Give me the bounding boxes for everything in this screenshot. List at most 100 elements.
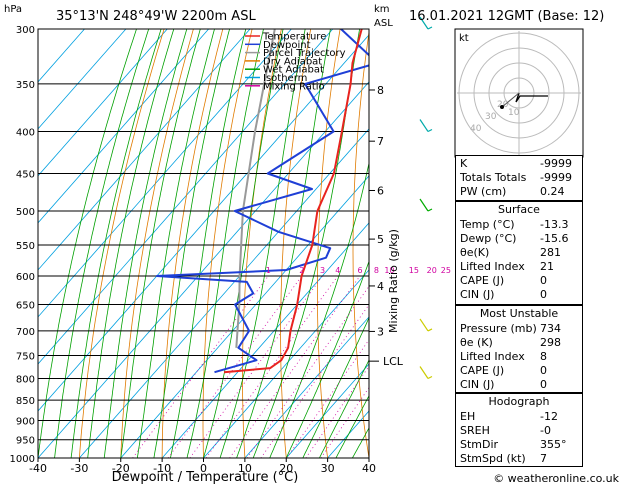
mu-value: 8 [540, 350, 547, 363]
pressure-tick-label: 850 [16, 396, 35, 407]
hodograph-ring-label: 30 [485, 112, 497, 122]
legend-label: Parcel Trajectory [263, 48, 346, 59]
wet-adiabat-line [319, 359, 369, 458]
km-tick-label: 6 [377, 184, 384, 197]
index-value: 0.24 [540, 185, 565, 198]
x-axis-title: Dewpoint / Temperature (°C) [112, 470, 299, 485]
mu-key: Lifted Index [460, 350, 525, 363]
hodo-value: -0 [540, 424, 551, 437]
wind-barb [419, 366, 429, 379]
surface-value: -15.6 [540, 232, 569, 245]
isotherm-line [38, 81, 369, 458]
wind-barb-flag [427, 375, 433, 380]
location-title: 35°13'N 248°49'W 2200m ASL [56, 9, 256, 24]
surface-title: Surface [498, 203, 540, 216]
wet-adiabat-line [269, 161, 369, 458]
pressure-tick-label: 900 [16, 416, 35, 427]
km-tick-label: 7 [377, 135, 384, 148]
mixing-ratio-label: 8 [374, 266, 379, 275]
mu-key: CIN (J) [460, 378, 495, 391]
wind-barb [419, 16, 429, 30]
dry-adiabat-line [421, 29, 452, 458]
dry-adiabat-line [202, 29, 253, 458]
temperature-line [223, 29, 363, 374]
mixing-ratio-line [229, 275, 361, 458]
pressure-tick-label: 350 [16, 80, 35, 91]
mixing-ratio-label: 2 [299, 266, 304, 275]
surface-table: Surface Temp (°C) -13.3 Dewp (°C) -15.6 θe… [455, 201, 583, 305]
hodo-value: 355° [540, 438, 567, 451]
indices-table: K -9999 Totals Totals -9999 PW (cm) 0.24 [455, 155, 583, 201]
pressure-tick-label: 650 [16, 301, 35, 312]
dry-adiabat-line [316, 29, 341, 458]
wind-barb-flag [427, 26, 433, 30]
mixing-ratio-label: 20 [427, 266, 437, 275]
dry-adiabat-line [280, 29, 312, 458]
surface-key: CIN (J) [460, 288, 495, 301]
dry-adiabat-line [604, 29, 629, 458]
asl-axis-title: ASL [374, 18, 393, 29]
hodograph-table: Hodograph EH -12 SREH -0 StmDir 355° StmSpd… [455, 393, 583, 467]
surface-key: Temp (°C) [460, 218, 515, 231]
datetime-title: 16.01.2021 12GMT (Base: 12) [409, 9, 604, 24]
x-tick-label: 10 [238, 462, 252, 475]
hodo-key: StmSpd (kt) [460, 452, 526, 465]
isotherm-line [120, 175, 369, 458]
legend-label: Mixing Ratio [263, 81, 325, 92]
surface-value: 0 [540, 288, 547, 301]
mu-value: 734 [540, 322, 561, 335]
isotherm-line [38, 29, 334, 365]
pressure-tick-label: 400 [16, 128, 35, 139]
pressure-tick-label: 450 [16, 169, 35, 180]
surface-value: -13.3 [540, 218, 569, 231]
index-value: -9999 [540, 171, 572, 184]
surface-value: 0 [540, 274, 547, 287]
surface-key: Lifted Index [460, 260, 525, 273]
mixing-ratio-axis-title: Mixing Ratio (g/kg) [387, 229, 400, 333]
hodograph-ring-label: 40 [470, 124, 482, 134]
hodo-value: 7 [540, 452, 547, 465]
pressure-tick-label: 600 [16, 272, 35, 283]
hodograph-ring-label: 10 [508, 108, 520, 118]
dry-adiabat-line [352, 29, 369, 458]
mu-key: CAPE (J) [460, 364, 505, 377]
isotherm-line [38, 29, 85, 83]
index-key: Totals Totals [460, 171, 527, 184]
isotherm-line [79, 128, 369, 458]
legend-label: Dewpoint [263, 40, 311, 51]
hodograph-trace [515, 92, 548, 103]
km-tick-label: 5 [377, 233, 384, 246]
copyright: © weatheronline.co.uk [493, 472, 619, 485]
isotherm-line [244, 316, 369, 458]
mixing-ratio-label: 1 [266, 266, 271, 275]
isotherm-line [38, 29, 251, 271]
wind-barb [419, 198, 429, 212]
wind-barb-flag [427, 128, 433, 133]
pressure-tick-label: 800 [16, 374, 35, 385]
surface-key: CAPE (J) [460, 274, 505, 287]
wet-adiabat-line [54, 29, 150, 458]
index-key: PW (cm) [460, 185, 507, 198]
x-tick-label: -30 [70, 462, 88, 475]
km-tick-label: 3 [377, 325, 384, 338]
pressure-tick-label: 950 [16, 436, 35, 447]
x-tick-label: 20 [279, 462, 293, 475]
mixing-ratio-label: 15 [409, 266, 419, 275]
legend-label: Dry Adiabat [263, 56, 322, 67]
mu-key: Pressure (mb) [460, 322, 537, 335]
surface-key: Dewp (°C) [460, 232, 517, 245]
pressure-axis-title: hPa [4, 4, 22, 15]
isotherm-line [203, 269, 369, 458]
legend-label: Isotherm [263, 73, 307, 84]
hodograph-title: Hodograph [488, 395, 550, 408]
dewpoint-line [155, 29, 369, 374]
storm-motion-dot [500, 105, 504, 109]
mu-value: 0 [540, 364, 547, 377]
wind-barb-flag [427, 328, 433, 332]
hodograph: kt 10 20 30 40 [454, 28, 584, 158]
index-key: K [460, 157, 468, 170]
km-tick-label: 4 [377, 280, 384, 293]
surface-key: θe(K) [460, 246, 490, 259]
x-tick-label: -40 [29, 462, 47, 475]
